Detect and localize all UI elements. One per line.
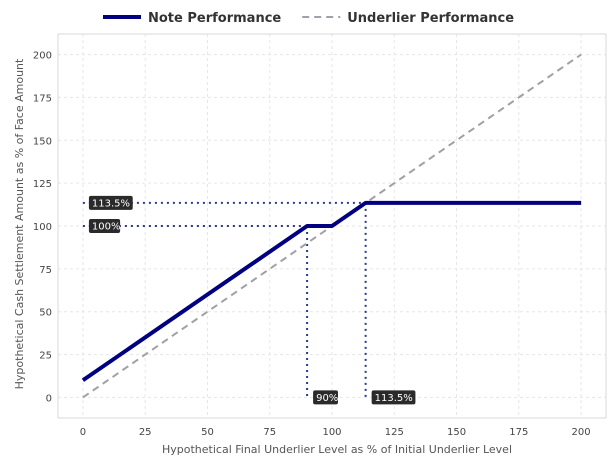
x-tick-label: 100	[322, 427, 341, 438]
annotations: 113.5% 100% 90% 113.5%	[88, 195, 416, 405]
x-axis-title: Hypothetical Final Underlier Level as % …	[162, 443, 512, 456]
x-tick-label: 150	[447, 427, 466, 438]
legend-item[interactable]: Underlier Performance	[302, 11, 514, 26]
y-tick-label: 175	[33, 93, 52, 104]
annotation-box	[313, 390, 338, 405]
annotation-label: 90%	[316, 393, 338, 404]
y-axis-title: Hypothetical Cash Settlement Amount as %…	[13, 58, 26, 389]
annotation-box	[88, 219, 121, 233]
annotation-label: 100%	[92, 222, 121, 233]
legend: Note Performance Underlier Performance	[103, 11, 514, 26]
y-axis-ticks: 0 25 50 75 100 125 150 175 200	[33, 51, 52, 405]
y-tick-label: 100	[33, 222, 52, 233]
x-tick-label: 175	[509, 427, 528, 438]
series-lines	[81, 53, 582, 399]
note-performance-line	[81, 200, 582, 382]
reference-lines	[82, 201, 367, 398]
y-tick-label: 0	[46, 393, 52, 404]
y-tick-label: 150	[33, 136, 52, 147]
y-tick-label: 50	[39, 308, 52, 319]
annotation-box	[371, 390, 416, 405]
x-axis-ticks: 0 25 50 75 100 125 150 175 200	[80, 427, 591, 438]
plot-frame	[57, 33, 607, 419]
x-tick-label: 25	[139, 427, 152, 438]
x-tick-label: 50	[201, 427, 214, 438]
legend-item[interactable]: Note Performance	[103, 11, 281, 26]
y-tick-label: 25	[39, 351, 52, 362]
x-tick-label: 75	[263, 427, 276, 438]
annotation-label: 113.5%	[92, 198, 130, 209]
legend-label: Note Performance	[148, 11, 281, 26]
y-tick-label: 200	[33, 51, 52, 62]
annotation-box	[88, 195, 133, 210]
legend-label: Underlier Performance	[347, 11, 514, 26]
annotation-label: 113.5%	[375, 393, 413, 404]
x-tick-label: 0	[80, 427, 86, 438]
y-tick-label: 75	[39, 265, 52, 276]
x-tick-label: 125	[385, 427, 404, 438]
y-tick-label: 125	[33, 179, 52, 190]
x-tick-label: 200	[572, 427, 591, 438]
